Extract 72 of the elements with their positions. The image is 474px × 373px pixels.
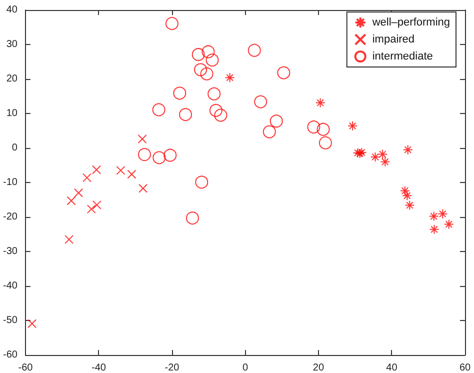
point <box>428 211 439 222</box>
point <box>127 170 136 179</box>
point <box>400 186 410 196</box>
point <box>200 67 214 80</box>
point <box>380 156 390 167</box>
y-tick-label: 40 <box>6 4 18 16</box>
point <box>28 319 37 328</box>
point <box>152 103 166 116</box>
point <box>82 173 92 182</box>
x-tick-label: -40 <box>91 362 106 373</box>
point <box>214 108 228 122</box>
point <box>74 188 84 198</box>
point <box>138 134 147 144</box>
y-tick-label: -50 <box>3 315 18 326</box>
point <box>165 16 178 30</box>
x-tick-label: -60 <box>18 362 34 373</box>
point <box>444 219 454 230</box>
point <box>208 87 221 100</box>
point <box>152 151 166 164</box>
legend-label: intermediate <box>372 50 433 62</box>
y-tick-label: 30 <box>6 39 18 50</box>
legend-label: impaired <box>372 34 415 46</box>
y-tick-label: -30 <box>3 246 18 257</box>
point <box>307 120 320 134</box>
point <box>179 108 192 122</box>
x-tick-label: 0 <box>242 362 248 373</box>
point <box>270 114 283 128</box>
point <box>92 165 102 174</box>
x-tick-label: 20 <box>312 362 324 373</box>
point <box>138 184 148 193</box>
y-tick-label: 20 <box>6 74 18 84</box>
point <box>92 200 102 210</box>
point <box>254 95 268 108</box>
point <box>315 98 326 108</box>
y-tick-label: -20 <box>3 212 18 222</box>
point <box>66 196 76 206</box>
point <box>316 122 330 136</box>
x-tick-label: 40 <box>386 362 398 373</box>
y-tick-label: 10 <box>6 108 18 119</box>
point <box>318 136 332 150</box>
point <box>206 54 219 67</box>
point <box>86 204 96 214</box>
x-tick-label: 60 <box>459 362 471 373</box>
point <box>138 148 151 162</box>
point <box>277 66 290 80</box>
y-tick-label: -60 <box>3 350 18 360</box>
point <box>348 120 358 131</box>
point <box>64 234 74 244</box>
point <box>186 212 199 225</box>
point <box>192 48 205 61</box>
point <box>378 149 388 160</box>
point <box>173 86 186 100</box>
point <box>248 44 261 57</box>
point <box>209 104 222 117</box>
point <box>202 45 215 58</box>
point <box>370 152 380 162</box>
y-tick-label: -40 <box>3 280 18 292</box>
point <box>438 208 448 219</box>
point <box>194 63 208 76</box>
point <box>224 72 235 83</box>
legend-label: well–performing <box>371 16 450 28</box>
point <box>164 148 177 162</box>
point <box>116 166 126 175</box>
point <box>195 176 208 189</box>
x-tick-label: -20 <box>164 362 180 373</box>
point <box>262 125 276 138</box>
y-tick-label: -10 <box>3 177 18 188</box>
y-tick-label: 0 <box>12 142 18 154</box>
point <box>429 224 440 234</box>
point <box>402 144 413 155</box>
point <box>404 200 415 210</box>
point <box>402 190 412 201</box>
